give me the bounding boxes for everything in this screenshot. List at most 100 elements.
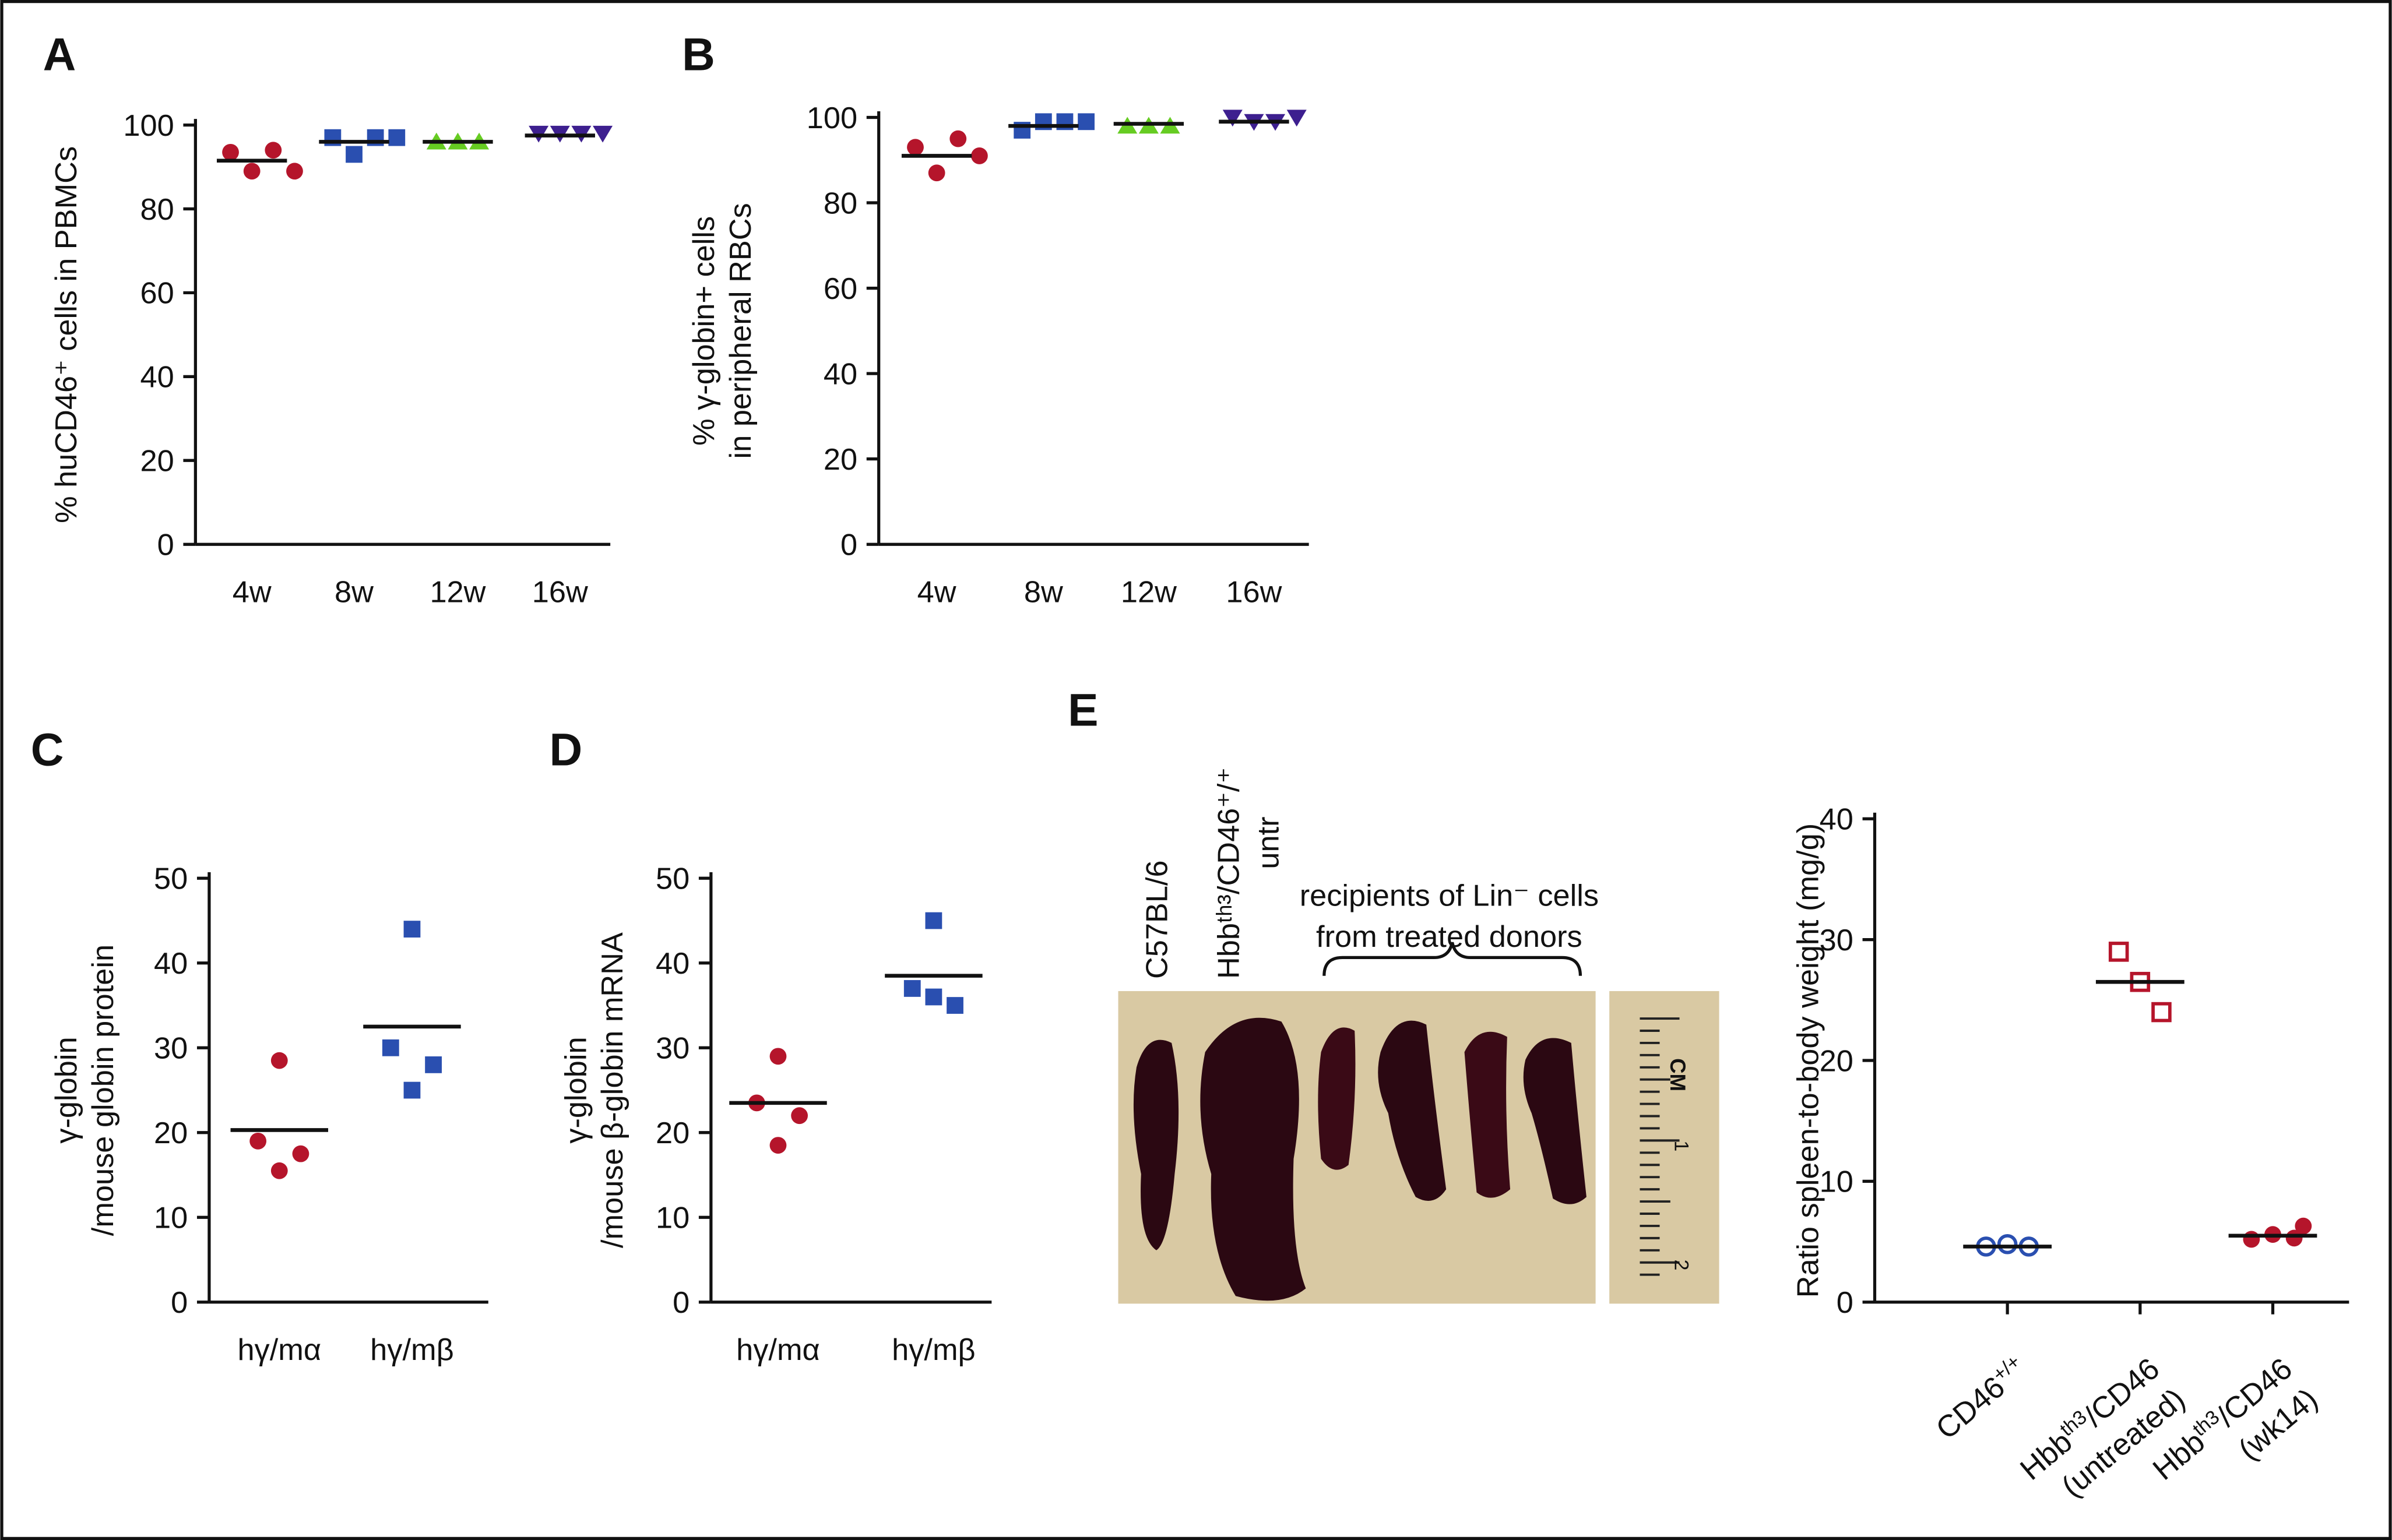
y-tick-label: 40 [140,361,174,394]
spleen [1378,1020,1447,1201]
y-axis-label: γ-globin [50,1037,83,1143]
photo-bg [1118,991,1596,1304]
photo-label: Hbbᵗʰ³/CD46⁺/⁺ [1212,767,1246,979]
y-tick-label: 50 [154,862,188,896]
ruler-label: 2 [1670,1260,1693,1271]
panel-letter: C [31,724,64,776]
point [425,1056,442,1073]
photo-label: untr [1251,816,1285,869]
y-axis-label: in peripheral RBCs [724,203,758,459]
point [286,163,303,180]
y-tick-label: 30 [656,1032,690,1066]
point [2295,1217,2312,1235]
x-tick-label: 8w [1024,576,1063,609]
point [270,1052,288,1069]
y-tick-label: 10 [656,1201,690,1235]
point [593,125,613,143]
ruler-bg [1609,991,1719,1304]
point [925,988,942,1006]
spleen [1523,1038,1587,1204]
point [971,147,988,164]
y-tick-label: 20 [1820,1044,1853,1078]
point [1078,113,1095,131]
point [949,130,967,147]
x-tick-label: 8w [335,576,374,609]
panel-letter: B [682,29,715,80]
y-tick-label: 80 [824,186,857,220]
point [2243,1231,2260,1248]
y-tick-label: 50 [656,862,690,896]
point [903,980,921,997]
point [928,164,945,182]
y-tick-label: 0 [673,1286,690,1320]
point [2151,1002,2172,1023]
x-tick-label: hγ/mβ [892,1333,975,1367]
spleen [1133,1039,1179,1250]
ruler [1640,1017,1680,1276]
x-tick-label: 12w [430,576,486,609]
point [403,921,421,938]
point [388,129,406,146]
y-tick-label: 30 [154,1032,188,1066]
x-tick-label: 4w [233,576,272,609]
point [222,143,239,161]
point [265,142,282,159]
panel-letter: D [549,724,582,776]
point [907,139,924,156]
point [769,1048,787,1065]
y-tick-label: 10 [1820,1165,1853,1199]
photo-label: C57BL/6 [1140,860,1174,979]
point [292,1145,309,1162]
y-tick-label: 20 [656,1116,690,1150]
y-tick-label: 0 [1837,1286,1853,1320]
panel-letter: A [43,29,76,80]
point [249,1132,267,1150]
y-tick-label: 60 [824,272,857,306]
point [1222,110,1243,127]
y-axis-label: % huCD46⁺ cells in PBMCs [50,146,83,523]
x-tick-label: hγ/mβ [370,1333,454,1367]
point [270,1162,288,1179]
y-tick-label: 100 [807,101,857,135]
point [925,912,942,929]
y-axis-label: % γ-globin+ cells [687,216,721,446]
y-tick-label: 60 [140,277,174,311]
point [403,1081,421,1099]
y-tick-label: 100 [123,109,174,143]
point [791,1107,808,1125]
y-tick-label: 40 [154,947,188,981]
spleen-photo [1118,942,1719,1304]
y-tick-label: 0 [157,528,174,562]
y-tick-label: 0 [171,1286,188,1320]
y-tick-label: 80 [140,193,174,227]
photo-group-label: from treated donors [1316,920,1582,954]
y-tick-label: 0 [840,528,857,562]
y-tick-label: 40 [656,947,690,981]
y-tick-label: 30 [1820,924,1853,957]
y-tick-label: 20 [824,443,857,477]
x-tick-label: 4w [917,576,956,609]
point [1997,1234,2018,1254]
point [243,163,261,180]
y-tick-label: 10 [154,1201,188,1235]
brace [1322,942,1582,976]
y-axis-label: /mouse β-globin mRNA [596,932,629,1248]
photo-group-label: recipients of Lin⁻ cells [1300,879,1599,912]
x-tick-label: 16w [1226,576,1282,609]
y-tick-label: 40 [824,357,857,391]
y-axis-label: Ratio spleen-to-body weight (mg/g) [1792,823,1825,1298]
x-tick-label: hγ/mα [237,1333,321,1367]
spleen [1318,1027,1356,1170]
y-tick-label: 20 [154,1116,188,1150]
point [769,1137,787,1154]
x-tick-label: hγ/mα [736,1333,820,1367]
point [382,1039,399,1056]
point [947,997,963,1014]
x-tick-label: 12w [1121,576,1177,609]
y-tick-label: 20 [140,445,174,478]
panel-letter: E [1068,685,1098,736]
ruler-label: CM [1666,1058,1690,1091]
spleen [1464,1031,1511,1198]
